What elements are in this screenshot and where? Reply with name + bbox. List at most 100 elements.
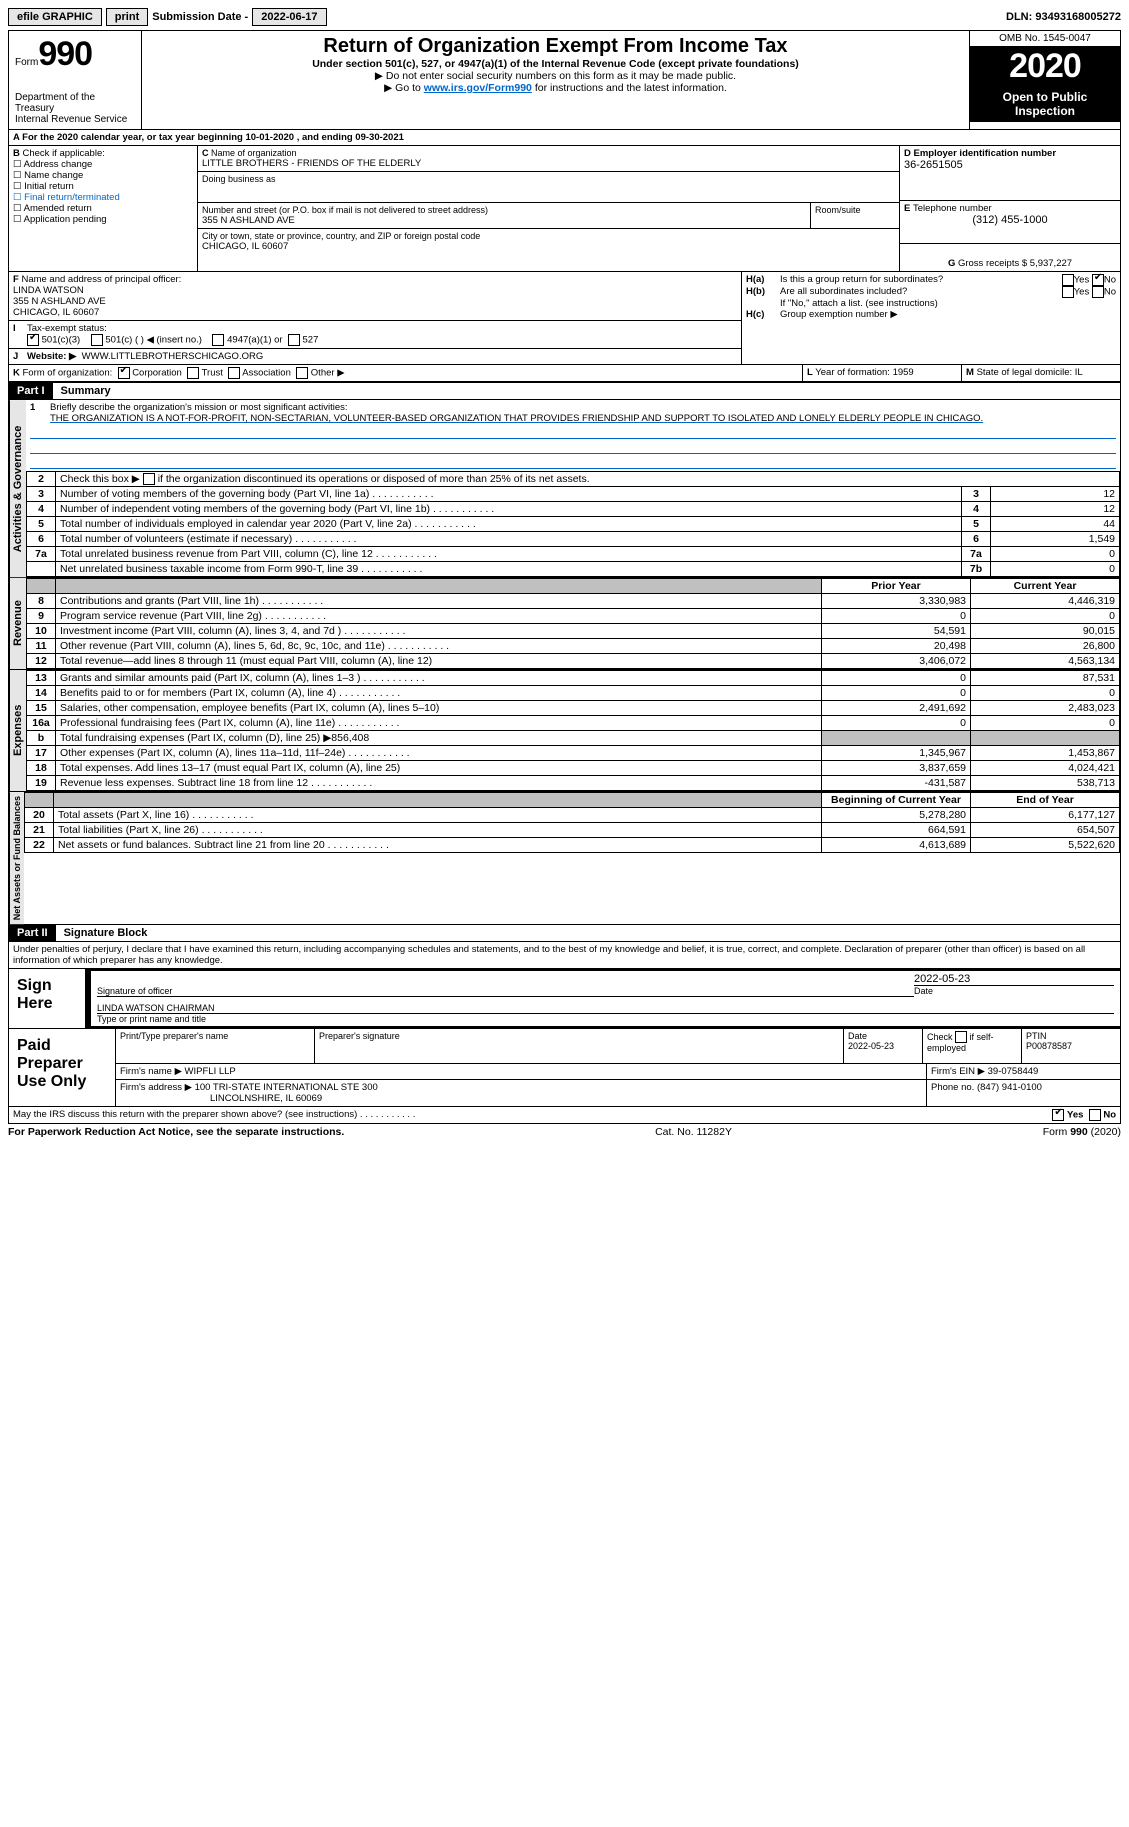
lbl-4947: 4947(a)(1) or [227,335,282,346]
side-activities: Activities & Governance [9,400,26,577]
type-name-label: Type or print name and title [97,1014,1114,1024]
hb-note: If "No," attach a list. (see instruction… [746,298,1116,309]
col-prior: Prior Year [822,579,971,594]
chk-self-employed[interactable] [955,1031,967,1043]
chk-assoc[interactable] [228,367,240,379]
l8-prior: 3,330,983 [822,594,971,609]
sign-here-label: Sign Here [9,969,85,1028]
ha-yes[interactable] [1062,274,1074,286]
chk-line2[interactable] [143,473,155,485]
firm-phone: (847) 941-0100 [977,1082,1042,1093]
l16a-curr: 0 [971,716,1120,731]
l13-curr: 87,531 [971,671,1120,686]
chk-501c3[interactable] [27,334,39,346]
department: Department of the Treasury Internal Reve… [15,92,135,125]
m-value: IL [1075,367,1083,378]
officer-name-title: LINDA WATSON CHAIRMAN [97,1003,1114,1014]
part2-title: Signature Block [56,927,148,939]
street-label: Number and street (or P.O. box if mail i… [202,205,806,215]
l21-prior: 664,591 [822,823,971,838]
hc-label: Group exemption number ▶ [780,309,898,320]
phone-label: Telephone number [913,203,992,214]
l4-label: Number of independent voting members of … [56,502,962,517]
hb-yes[interactable] [1062,286,1074,298]
l1-mission: THE ORGANIZATION IS A NOT-FOR-PROFIT, NO… [50,413,983,424]
side-revenue: Revenue [9,578,26,669]
chk-application[interactable]: Application pending [13,214,193,225]
omb-number: OMB No. 1545-0047 [970,31,1120,47]
chk-trust[interactable] [187,367,199,379]
l19-curr: 538,713 [971,776,1120,791]
l8-curr: 4,446,319 [971,594,1120,609]
l15-label: Salaries, other compensation, employee b… [56,701,822,716]
chk-527[interactable] [288,334,300,346]
ha-no[interactable] [1092,274,1104,286]
l10-prior: 54,591 [822,624,971,639]
line-a: A For the 2020 calendar year, or tax yea… [9,130,1120,146]
l9-curr: 0 [971,609,1120,624]
website-value[interactable]: WWW.LITTLEBROTHERSCHICAGO.ORG [82,351,264,362]
l17-label: Other expenses (Part IX, column (A), lin… [56,746,822,761]
chk-4947[interactable] [212,334,224,346]
ptin-value: P00878587 [1026,1041,1072,1051]
l7b-label: Net unrelated business taxable income fr… [56,562,962,577]
room-label: Room/suite [815,205,895,215]
discuss-yes[interactable] [1052,1109,1064,1121]
phone-value: (312) 455-1000 [904,214,1116,226]
lbl-501c3: 501(c)(3) [42,335,81,346]
l3-value: 12 [991,487,1120,502]
l12-prior: 3,406,072 [822,654,971,669]
form-number: 990 [38,35,92,73]
dba-label: Doing business as [202,174,895,184]
dln-value: 93493168005272 [1035,11,1121,23]
firm-ein-label: Firm's EIN ▶ [931,1066,985,1077]
side-net-assets: Net Assets or Fund Balances [9,792,24,924]
l11-curr: 26,800 [971,639,1120,654]
dln-label: DLN: [1006,11,1032,23]
l7a-label: Total unrelated business revenue from Pa… [56,547,962,562]
l14-curr: 0 [971,686,1120,701]
prep-name-label: Print/Type preparer's name [116,1029,315,1063]
firm-addr-label: Firm's address ▶ [120,1082,192,1093]
l9-prior: 0 [822,609,971,624]
street-value: 355 N ASHLAND AVE [202,215,806,226]
l-value: 1959 [893,367,914,378]
chk-501c[interactable] [91,334,103,346]
l16a-prior: 0 [822,716,971,731]
print-button[interactable]: print [106,8,148,26]
discuss-no[interactable] [1089,1109,1101,1121]
l8-label: Contributions and grants (Part VIII, lin… [56,594,822,609]
penalty-text: Under penalties of perjury, I declare th… [9,942,1120,969]
l6-value: 1,549 [991,532,1120,547]
chk-initial-return[interactable]: Initial return [13,181,193,192]
ha-label: Is this a group return for subordinates? [780,274,1062,286]
chk-final-return[interactable]: Final return/terminated [13,192,193,203]
discuss-label: May the IRS discuss this return with the… [13,1109,1052,1121]
chk-other[interactable] [296,367,308,379]
efile-button[interactable]: efile GRAPHIC [8,8,102,26]
topbar: efile GRAPHIC print Submission Date - 20… [8,8,1121,26]
chk-corp[interactable] [118,367,130,379]
city-value: CHICAGO, IL 60607 [202,241,895,252]
chk-name-change[interactable]: Name change [13,170,193,181]
form-link[interactable]: www.irs.gov/Form990 [424,82,532,94]
ein-label: Employer identification number [914,148,1057,159]
l15-curr: 2,483,023 [971,701,1120,716]
ptin-label: PTIN [1026,1031,1047,1041]
chk-address-change[interactable]: Address change [13,159,193,170]
l16b-label: Total fundraising expenses (Part IX, col… [60,732,331,744]
l5-label: Total number of individuals employed in … [56,517,962,532]
hb-no[interactable] [1092,286,1104,298]
l18-curr: 4,024,421 [971,761,1120,776]
l20-curr: 6,177,127 [971,808,1120,823]
firm-name: WIPFLI LLP [185,1066,236,1077]
l10-label: Investment income (Part VIII, column (A)… [56,624,822,639]
l1-label: Briefly describe the organization's miss… [50,402,348,413]
l21-curr: 654,507 [971,823,1120,838]
cat-no: Cat. No. 11282Y [655,1126,732,1138]
chk-amended[interactable]: Amended return [13,203,193,214]
l15-prior: 2,491,692 [822,701,971,716]
l14-label: Benefits paid to or for members (Part IX… [56,686,822,701]
firm-phone-label: Phone no. [931,1082,974,1093]
l6-label: Total number of volunteers (estimate if … [56,532,962,547]
